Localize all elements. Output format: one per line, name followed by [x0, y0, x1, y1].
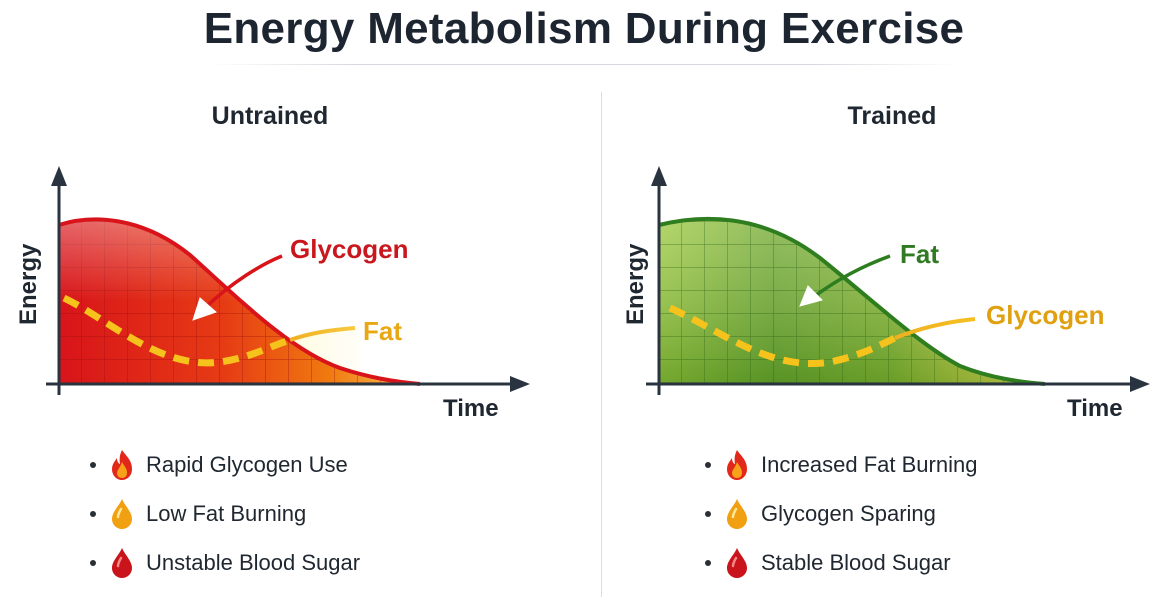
bullet-text: Stable Blood Sugar [761, 549, 951, 575]
bullet-dot [705, 461, 711, 468]
glycogen-pointer-arrow-untrained [192, 254, 283, 321]
drop-icon [108, 497, 136, 531]
list-item: Increased Fat Burning [705, 440, 977, 489]
panel-divider [601, 92, 602, 597]
axes-trained [646, 166, 1150, 395]
flame-icon [108, 448, 136, 482]
bullet-list-untrained: Rapid Glycogen Use Low Fat Burning Unsta… [90, 440, 360, 587]
chart-trained: Fat Glycogen Energy Time [622, 166, 1150, 422]
bullet-text: Rapid Glycogen Use [146, 451, 348, 477]
fat-label-untrained: Fat [363, 316, 402, 346]
chart-untrained: Glycogen Fat Energy Time [15, 166, 530, 422]
list-item: Glycogen Sparing [705, 489, 977, 538]
bullet-dot [90, 559, 96, 566]
fat-label-trained: Fat [900, 239, 939, 269]
list-item: Unstable Blood Sugar [90, 538, 360, 587]
panel-title-untrained: Untrained [211, 102, 329, 130]
bullet-text: Unstable Blood Sugar [146, 549, 361, 575]
x-axis-label-untrained: Time [443, 395, 499, 422]
bullet-dot [90, 461, 96, 468]
bullet-text: Increased Fat Burning [761, 451, 978, 477]
y-axis-label-untrained: Energy [15, 243, 42, 325]
drop-icon [723, 497, 751, 531]
blood-drop-icon [723, 546, 751, 580]
glycogen-curve-untrained [58, 217, 421, 386]
glycogen-label-untrained: Glycogen [290, 234, 408, 264]
title-divider [210, 64, 958, 65]
bullet-dot [705, 510, 711, 517]
list-item: Low Fat Burning [90, 489, 360, 538]
x-axis-label-trained: Time [1067, 395, 1123, 422]
flame-icon [723, 448, 751, 482]
list-item: Stable Blood Sugar [705, 538, 977, 587]
blood-drop-icon [108, 546, 136, 580]
fat-curve-trained [658, 216, 1046, 386]
panel-title-trained: Trained [847, 102, 937, 130]
bullet-dot [90, 510, 96, 517]
bullet-text: Low Fat Burning [146, 500, 307, 526]
axes-untrained [46, 166, 530, 395]
glycogen-curve-trained [668, 304, 897, 367]
bullet-list-trained: Increased Fat Burning Glycogen Sparing S… [705, 440, 977, 587]
list-item: Rapid Glycogen Use [90, 440, 360, 489]
bullet-text: Glycogen Sparing [761, 500, 936, 526]
fat-curve-untrained [62, 294, 292, 367]
bullet-dot [705, 559, 711, 566]
glycogen-label-trained: Glycogen [986, 300, 1104, 330]
fat-pointer-arrow-trained [799, 254, 891, 307]
page-title: Energy Metabolism During Exercise [203, 4, 965, 53]
y-axis-label-trained: Energy [622, 243, 649, 325]
